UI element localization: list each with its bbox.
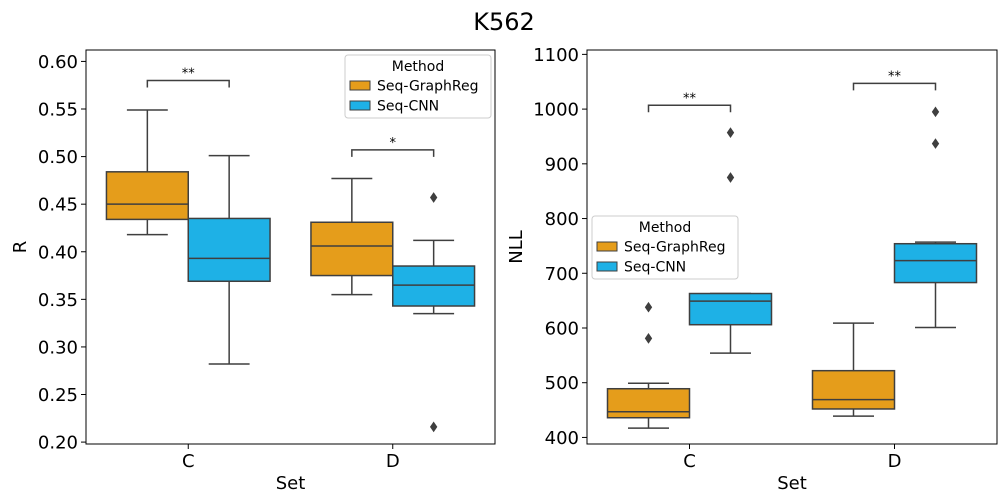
bracket-line: [351, 149, 435, 157]
x-axis-label: Set: [276, 473, 306, 494]
subplot-1: 0.20 0.25 0.30 0.35 0.40 0.45 0.50 0.55 0.60 C D Se…: [10, 49, 496, 494]
legend-title: Method: [392, 59, 445, 75]
significance-label: **: [182, 66, 196, 81]
legend-swatch: [349, 100, 371, 111]
outlier-point: [429, 192, 438, 203]
legend-swatch: [596, 241, 618, 252]
legend-label: Seq-CNN: [377, 99, 439, 115]
subplot-2: 400 500 600 700 800 900 1000 1100 C D Set NLL ** ** Me…: [506, 45, 998, 494]
box-seq-cnn-d: [392, 192, 476, 433]
y-tick-label: 0.55: [38, 100, 78, 121]
bracket-line: [647, 104, 732, 113]
y-tick-label: 500: [545, 373, 579, 394]
figure-title: K562: [473, 8, 535, 36]
x-tick-label: D: [888, 451, 902, 472]
y-tick-label: 0.40: [38, 242, 78, 263]
legend-label: Seq-GraphReg: [624, 240, 726, 256]
y-tick-label: 600: [545, 318, 579, 339]
box-seq-graphreg-c: [105, 109, 189, 236]
legend-label: Seq-CNN: [624, 260, 686, 276]
box-seq-graphreg-c: [606, 301, 691, 429]
legend-label: Seq-GraphReg: [377, 79, 479, 95]
outlier-point: [931, 138, 940, 149]
box-body: [811, 369, 896, 410]
legend: Method Seq-GraphReg Seq-CNN: [344, 54, 492, 119]
significance-label: **: [888, 69, 902, 84]
box-seq-cnn-c: [187, 154, 271, 365]
y-tick-label: 0.20: [38, 433, 78, 454]
x-tick-label: C: [683, 451, 696, 472]
y-tick-label: 0.50: [38, 147, 78, 168]
y-tick-label: 800: [545, 209, 579, 230]
y-tick-label: 1100: [533, 45, 579, 66]
y-tick-label: 400: [545, 428, 579, 449]
bracket-line: [852, 82, 937, 91]
plots-container: 0.20 0.25 0.30 0.35 0.40 0.45 0.50 0.55 0.60 C D Se…: [10, 45, 998, 494]
legend-frame: [344, 54, 492, 119]
box-body: [392, 265, 476, 307]
y-tick-label: 0.25: [38, 385, 78, 406]
outlier-point: [726, 127, 735, 138]
legend-swatch: [596, 261, 618, 272]
y-tick-label: 0.45: [38, 195, 78, 216]
outlier-point: [429, 421, 438, 433]
box-body: [606, 387, 691, 419]
significance-bracket: *: [351, 136, 435, 157]
box-seq-graphreg-d: [811, 322, 896, 417]
outlier-point: [931, 106, 940, 118]
y-tick-label: 700: [545, 264, 579, 285]
box-seq-cnn-c: [688, 127, 773, 354]
legend: Method Seq-GraphReg Seq-CNN: [591, 215, 739, 280]
box-body: [893, 242, 978, 284]
box-body: [310, 221, 394, 277]
y-tick-label: 0.30: [38, 337, 78, 358]
outlier-point: [644, 301, 653, 313]
x-tick-label: D: [386, 451, 400, 472]
axes-frame: [586, 49, 998, 445]
legend-swatch: [349, 80, 371, 91]
box-body: [187, 217, 271, 283]
significance-label: **: [683, 91, 697, 106]
significance-bracket: **: [852, 69, 937, 91]
y-tick-label: 0.35: [38, 290, 78, 311]
x-tick-label: C: [182, 451, 195, 472]
box-body: [105, 171, 189, 221]
y-tick-label: 0.60: [38, 52, 78, 73]
significance-bracket: **: [647, 91, 732, 113]
y-tick-label: 1000: [533, 100, 579, 121]
y-axis-label: NLL: [506, 230, 527, 264]
x-axis-label: Set: [777, 473, 807, 494]
outlier-point: [644, 333, 653, 344]
legend-frame: [591, 215, 739, 280]
box-seq-graphreg-d: [310, 177, 394, 296]
bracket-line: [146, 79, 230, 88]
box-body: [688, 292, 773, 326]
legend-title: Method: [639, 220, 692, 236]
significance-bracket: **: [146, 66, 230, 88]
significance-label: *: [390, 136, 397, 151]
outlier-point: [726, 172, 735, 183]
y-axis-label: R: [10, 241, 31, 254]
y-tick-label: 900: [545, 154, 579, 175]
axes-frame: [85, 49, 496, 445]
box-seq-cnn-d: [893, 106, 978, 329]
